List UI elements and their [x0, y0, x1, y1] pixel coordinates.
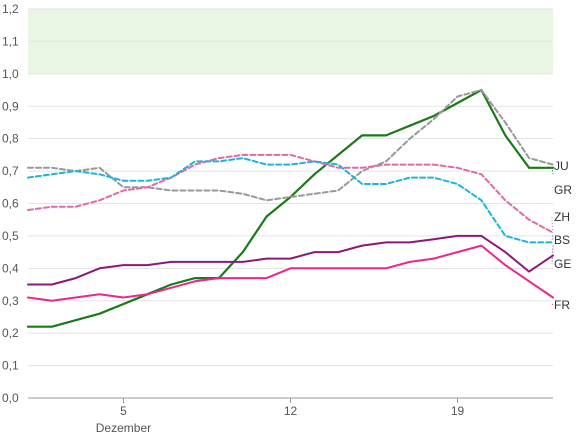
y-tick-label: 0,9 — [2, 99, 19, 113]
x-tick-label: 12 — [284, 404, 298, 418]
y-tick-label: 0,5 — [2, 229, 19, 243]
label-leader-zh — [551, 216, 554, 240]
y-tick-label: 0,6 — [2, 197, 19, 211]
y-tick-label: 1,1 — [2, 34, 19, 48]
label-leader-ge — [551, 245, 554, 265]
y-tick-label: 0,8 — [2, 132, 19, 146]
label-leader-gr — [551, 187, 554, 191]
series-label-fr: FR — [554, 298, 570, 312]
y-tick-label: 0,2 — [2, 326, 19, 340]
series-label-zh: ZH — [554, 210, 570, 224]
series-label-ju: JU — [554, 159, 569, 173]
y-axis: 0,0 0,1 0,2 0,3 0,4 0,5 0,6 0,7 0,8 0,9 1,0 1,1 1,2 — [2, 2, 19, 405]
series-label-ge: GE — [554, 257, 571, 271]
y-tick-label: 0,7 — [2, 164, 19, 178]
series-lines — [26, 88, 555, 328]
series-line-ge — [27, 234, 554, 286]
series-line-gr — [27, 89, 554, 202]
y-tick-label: 0,1 — [2, 359, 19, 373]
y-tick-label: 1,2 — [2, 2, 19, 16]
series-labels: JU GR ZH BS GE FR — [551, 159, 572, 312]
series-line-ju — [26, 88, 555, 328]
series-label-gr: GR — [554, 183, 572, 197]
x-axis: 5 Dezember 12 19 — [96, 398, 465, 435]
series-line-zh — [27, 153, 554, 234]
y-tick-label: 0,3 — [2, 294, 19, 308]
series-line-bs — [27, 157, 554, 244]
x-tick-label: 5 — [120, 404, 127, 418]
series-label-bs: BS — [554, 233, 570, 247]
x-tick-label: 19 — [451, 404, 465, 418]
label-leader-fr — [551, 303, 554, 306]
x-tick-sublabel: Dezember — [96, 421, 151, 435]
y-tick-label: 0,0 — [2, 391, 19, 405]
series-line-fr — [27, 244, 554, 302]
y-tick-label: 0,4 — [2, 261, 19, 275]
label-leader-bs — [551, 235, 554, 241]
y-tick-label: 1,0 — [2, 67, 19, 81]
label-leader-ju — [551, 165, 554, 175]
gridlines — [28, 8, 553, 399]
